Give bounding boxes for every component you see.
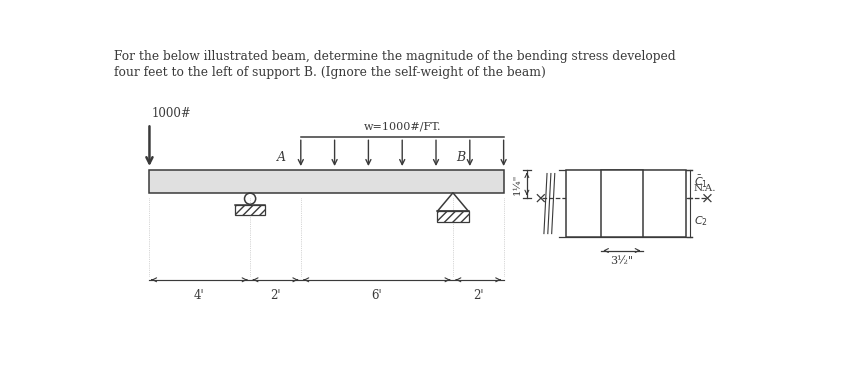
Bar: [437, 211, 469, 222]
Text: 1000#: 1000#: [152, 107, 192, 120]
Text: 3½": 3½": [610, 256, 634, 266]
Text: For the below illustrated beam, determine the magnitude of the bending stress de: For the below illustrated beam, determin…: [114, 50, 675, 63]
Text: 2': 2': [473, 289, 484, 302]
Text: 6': 6': [372, 289, 382, 302]
Bar: [565, 170, 686, 237]
Text: 1¼": 1¼": [513, 173, 522, 195]
Text: $\bar{C}_1$: $\bar{C}_1$: [694, 174, 707, 190]
Text: 4': 4': [194, 289, 205, 302]
Text: $C_2$: $C_2$: [694, 214, 707, 228]
Text: 2': 2': [271, 289, 281, 302]
Bar: [601, 170, 643, 237]
Text: w=1000#/FT.: w=1000#/FT.: [363, 122, 441, 132]
Text: four feet to the left of support B. (Ignore the self-weight of the beam): four feet to the left of support B. (Ign…: [114, 66, 545, 79]
Bar: [235, 205, 264, 215]
Text: N.A.: N.A.: [694, 184, 716, 193]
Text: A: A: [277, 151, 286, 163]
Text: B: B: [456, 151, 465, 163]
Bar: [148, 170, 504, 193]
